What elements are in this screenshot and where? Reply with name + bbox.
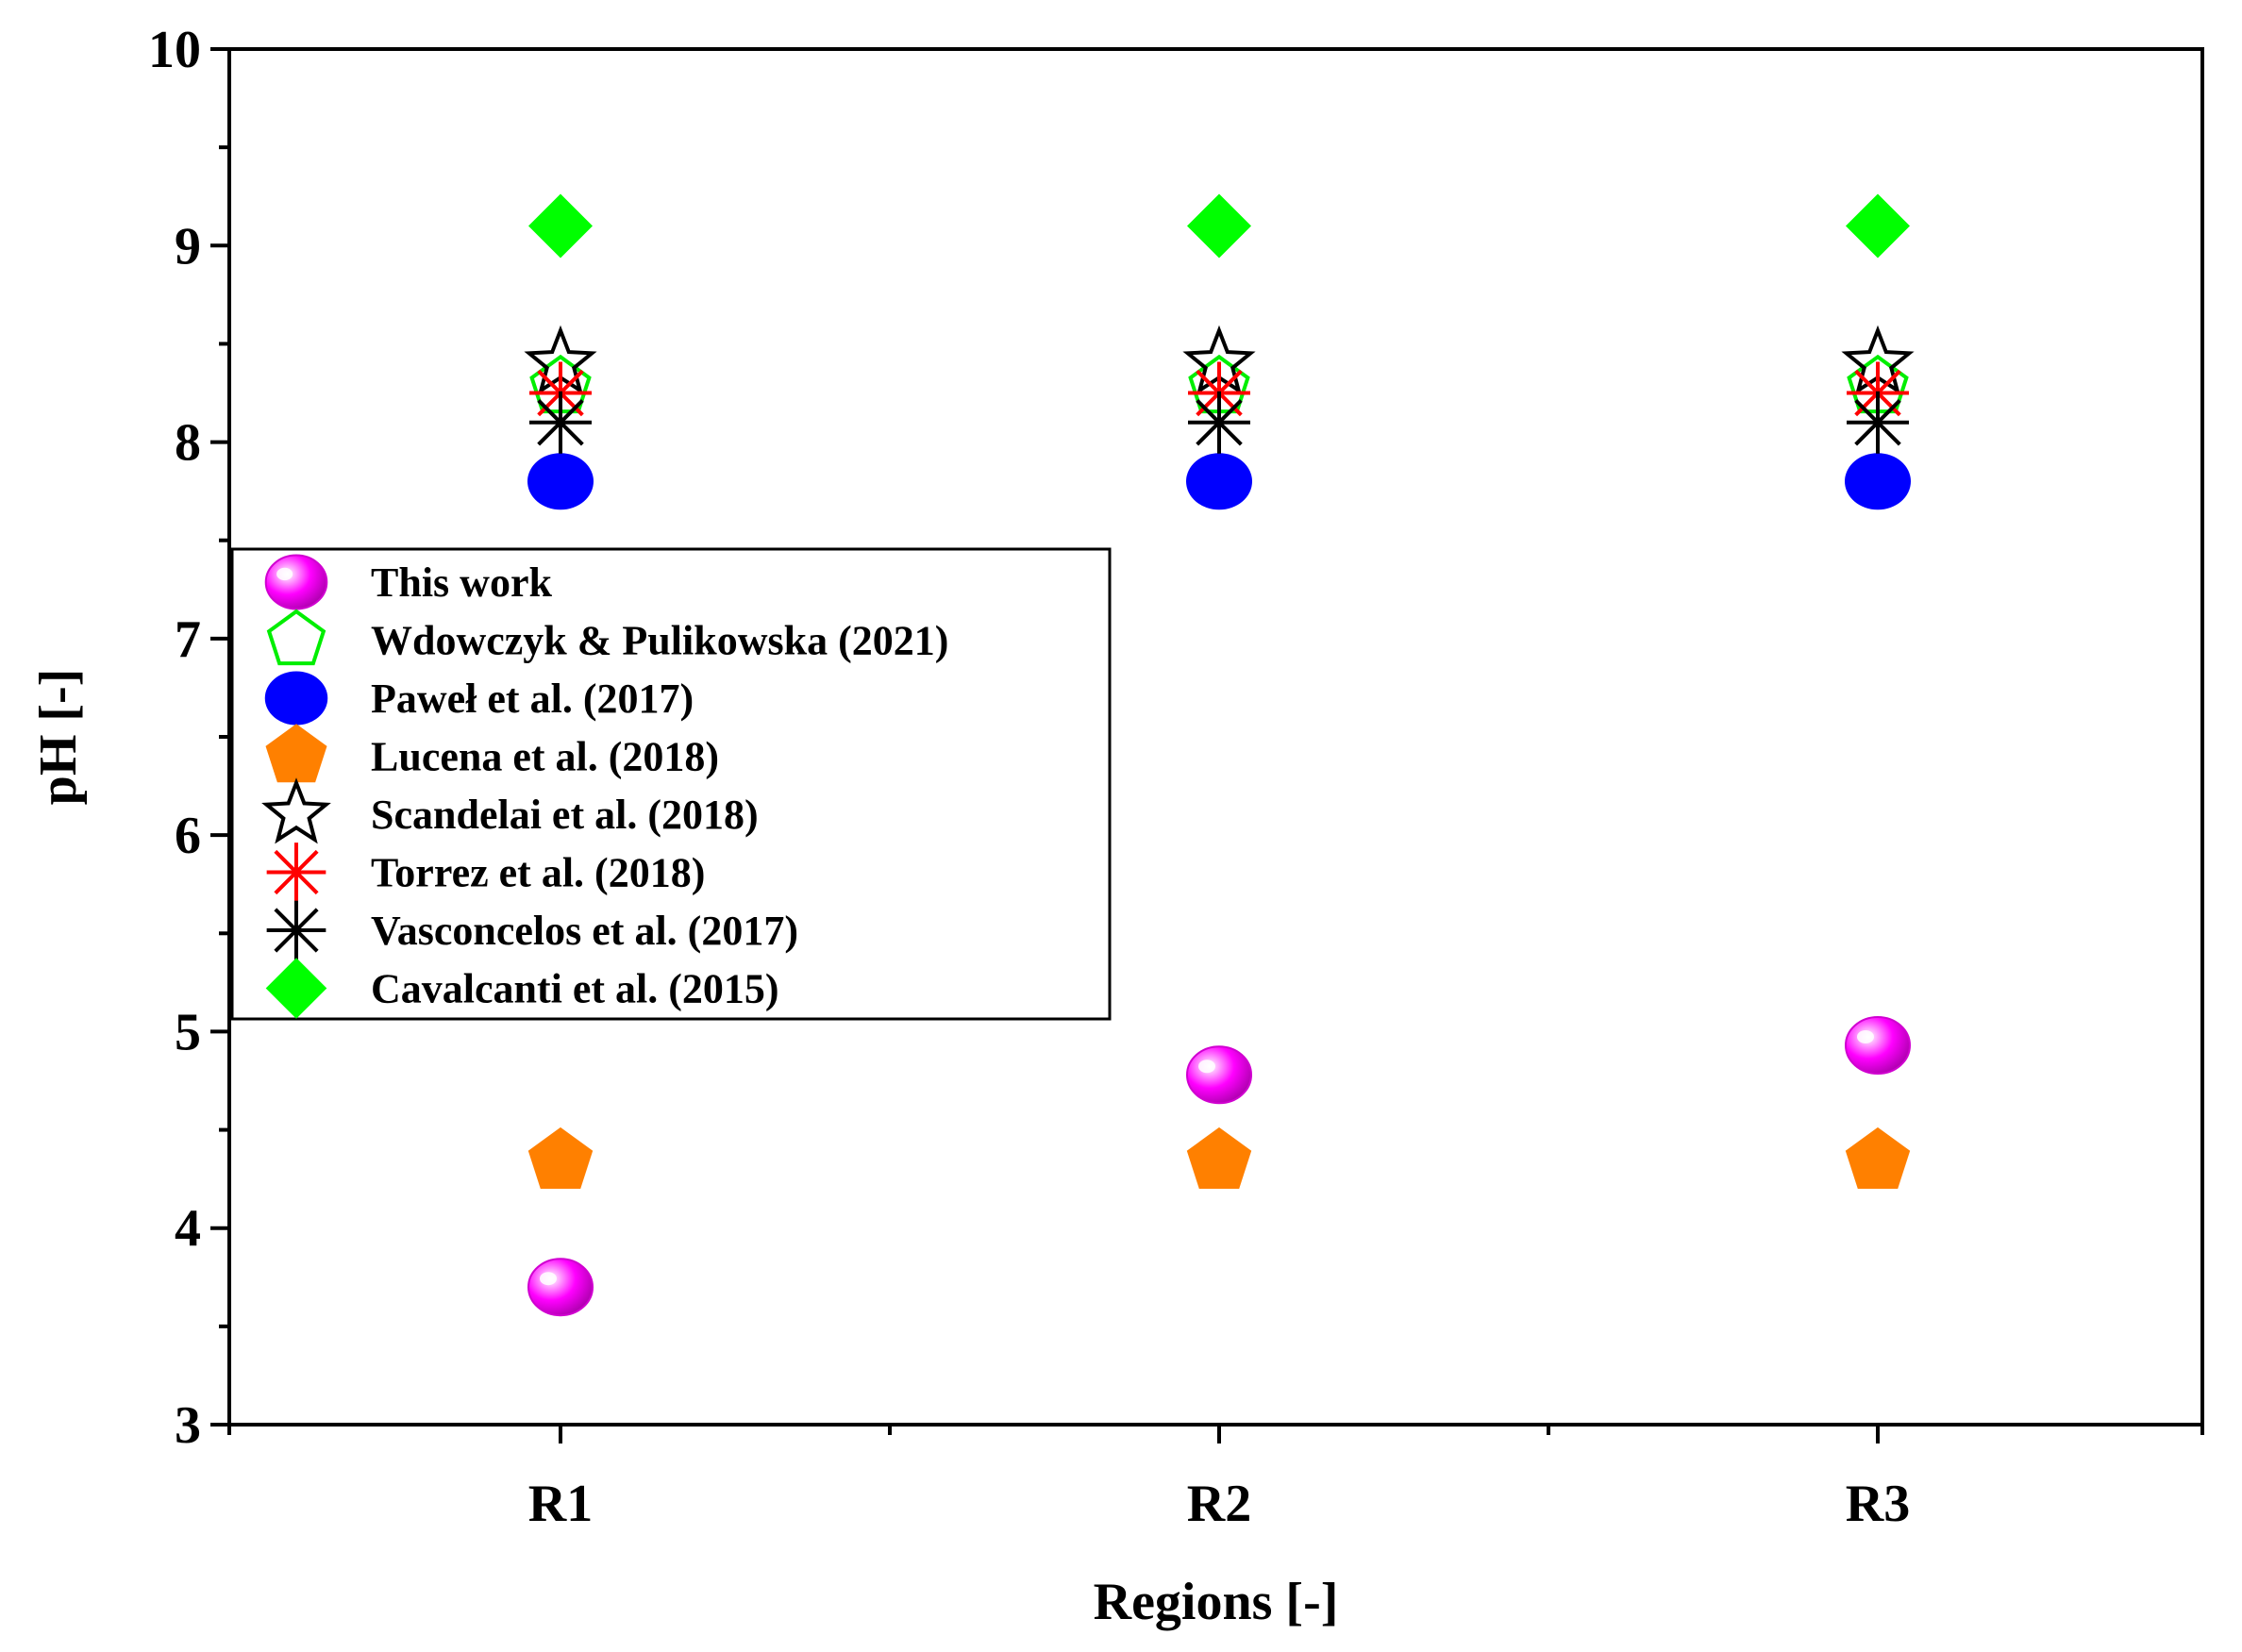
y-tick-label: 8 <box>175 414 201 473</box>
legend-item: Cavalcanti et al. (2015) <box>265 958 779 1019</box>
data-point <box>528 193 593 259</box>
legend-item: Scandelai et al. (2018) <box>261 777 759 844</box>
data-point <box>1186 1045 1252 1105</box>
legend-marker <box>266 843 326 902</box>
legend-item: Paweł et al. (2017) <box>264 671 694 726</box>
legend-item: Vasconcelos et al. (2017) <box>266 900 798 960</box>
legend-label: Lucena et al. (2018) <box>371 734 719 780</box>
data-point <box>1846 193 1910 259</box>
data-point <box>1187 193 1251 259</box>
x-axis-title: Regions [-] <box>1094 1573 1339 1631</box>
legend-item: Torrez et al. (2018) <box>266 843 705 902</box>
data-point <box>1845 1126 1911 1189</box>
x-tick-label-r1: R1 <box>528 1475 593 1533</box>
y-tick-label: 9 <box>175 217 201 275</box>
legend: This work Wdowczyk & Pulikowska (2021) Paw… <box>230 547 1112 1021</box>
y-tick-label: 3 <box>175 1396 201 1455</box>
legend-marker <box>261 777 331 844</box>
y-axis-title: pH [-] <box>29 669 88 806</box>
legend-label: Paweł et al. (2017) <box>371 676 694 722</box>
legend-marker <box>264 554 328 610</box>
data-point <box>527 1258 594 1317</box>
legend-marker <box>265 958 327 1019</box>
x-tick-label-r3: R3 <box>1846 1475 1910 1533</box>
data-point <box>1186 453 1252 510</box>
data-points <box>524 193 1915 1317</box>
data-point <box>1186 1126 1252 1189</box>
x-axis: R1 R2 R3 <box>227 1425 2204 1533</box>
data-point <box>1188 391 1250 454</box>
legend-label: Torrez et al. (2018) <box>371 850 705 896</box>
legend-marker <box>265 724 327 783</box>
legend-item: This work <box>264 554 552 610</box>
x-tick-label-r2: R2 <box>1187 1475 1251 1533</box>
data-point <box>1847 391 1909 454</box>
data-point <box>529 391 592 454</box>
y-tick-label: 4 <box>175 1200 201 1259</box>
y-tick-label: 5 <box>175 1003 201 1061</box>
legend-marker <box>264 671 328 726</box>
legend-marker <box>266 900 326 960</box>
legend-label: Wdowczyk & Pulikowska (2021) <box>371 618 948 664</box>
legend-item: Wdowczyk & Pulikowska (2021) <box>266 609 948 666</box>
data-point <box>1845 453 1911 510</box>
data-point <box>527 453 594 510</box>
legend-label: Scandelai et al. (2018) <box>371 792 759 838</box>
y-tick-label: 6 <box>175 807 201 865</box>
legend-label: Vasconcelos et al. (2017) <box>371 908 798 954</box>
legend-marker <box>266 609 326 666</box>
legend-box <box>230 547 1112 1021</box>
legend-item: Lucena et al. (2018) <box>265 724 719 783</box>
y-tick-label: 10 <box>148 21 201 79</box>
data-point <box>527 1126 594 1189</box>
legend-label: This work <box>371 559 552 606</box>
y-axis: 3 4 5 6 7 8 9 10 <box>148 21 229 1455</box>
legend-label: Cavalcanti et al. (2015) <box>371 966 779 1012</box>
data-point <box>1845 1016 1911 1076</box>
y-tick-label: 7 <box>175 610 201 669</box>
